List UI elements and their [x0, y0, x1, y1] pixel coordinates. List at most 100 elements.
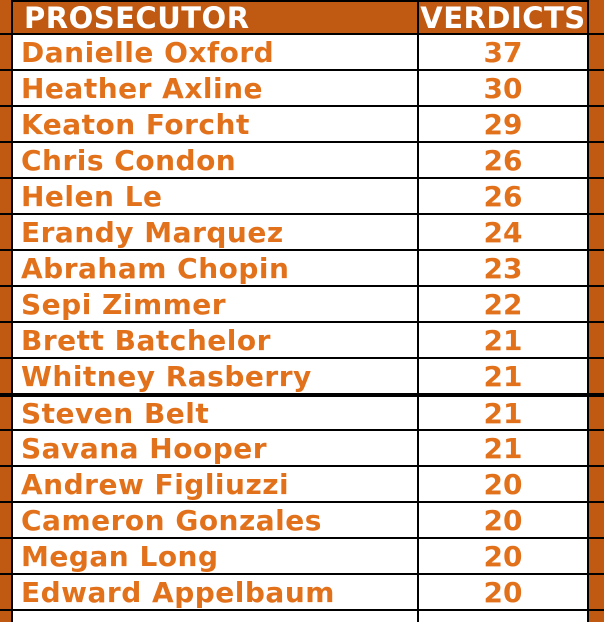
right-margin-strip: [587, 251, 604, 285]
left-margin-strip: [0, 359, 11, 393]
table-row: Savana Hooper 21: [0, 431, 604, 467]
verdicts-cell: 22: [417, 287, 587, 321]
prosecutor-name-cell: Whitney Rasberry: [11, 359, 417, 393]
left-margin-strip: [0, 179, 11, 213]
prosecutor-name-cell: Erandy Marquez: [11, 215, 417, 249]
verdicts-cell: 21: [417, 323, 587, 357]
table-row: Heather Axline 30: [0, 71, 604, 107]
left-margin-strip: [0, 107, 11, 141]
prosecutor-name-cell: Edward Appelbaum: [11, 575, 417, 609]
verdicts-cell: 26: [417, 143, 587, 177]
left-margin-strip: [0, 251, 11, 285]
right-margin-strip: [587, 0, 604, 33]
left-margin-strip: [0, 431, 11, 465]
prosecutor-name-cell: Cameron Gonzales: [11, 503, 417, 537]
prosecutor-name: Keaton Forcht: [21, 107, 250, 141]
prosecutor-name-cell: Chris Condon: [11, 143, 417, 177]
left-margin-strip: [0, 215, 11, 249]
prosecutor-name: Danielle Oxford: [21, 35, 275, 69]
table-row: Andrew Figliuzzi 20: [0, 467, 604, 503]
right-margin-strip: [587, 503, 604, 537]
right-margin-strip: [587, 71, 604, 105]
verdict-value: 20: [483, 467, 523, 501]
left-margin-strip: [0, 503, 11, 537]
verdict-value: 26: [483, 143, 523, 177]
prosecutor-column-header: PROSECUTOR: [24, 0, 250, 33]
right-margin-strip: [587, 143, 604, 177]
verdict-value: 20: [483, 539, 523, 573]
verdicts-cell: 30: [417, 71, 587, 105]
prosecutor-name-cell: Megan Long: [11, 539, 417, 573]
verdicts-header-cell: VERDICTS: [417, 0, 587, 33]
right-margin-strip: [587, 107, 604, 141]
prosecutor-name: Cameron Gonzales: [21, 503, 322, 537]
verdict-value: 21: [483, 431, 523, 465]
verdicts-cell: 20: [417, 575, 587, 609]
right-margin-strip: [587, 287, 604, 321]
left-margin-strip: [0, 397, 11, 429]
right-margin-strip: [587, 611, 604, 622]
right-margin-strip: [587, 323, 604, 357]
verdict-value: 22: [483, 287, 523, 321]
table-row: Edward Appelbaum 20: [0, 575, 604, 611]
prosecutor-name: Heather Axline: [21, 71, 264, 105]
verdict-value: 30: [483, 71, 523, 105]
table-row: Sepi Zimmer 22: [0, 287, 604, 323]
verdicts-cell: 24: [417, 215, 587, 249]
verdicts-cell: 29: [417, 107, 587, 141]
left-margin-strip: [0, 539, 11, 573]
prosecutor-name: Steven Belt: [21, 397, 210, 429]
left-margin-strip: [0, 611, 11, 622]
verdict-value: 21: [483, 359, 523, 393]
verdicts-cell: 23: [417, 251, 587, 285]
left-margin-strip: [0, 35, 11, 69]
table-row: Abraham Chopin 23: [0, 251, 604, 287]
table-row: Danielle Oxford 37: [0, 35, 604, 71]
table-row: Chris Condon 26: [0, 143, 604, 179]
prosecutor-name: Whitney Rasberry: [21, 359, 312, 393]
left-margin-strip: [0, 323, 11, 357]
right-margin-strip: [587, 35, 604, 69]
prosecutor-header-cell: PROSECUTOR: [11, 0, 417, 33]
verdicts-cell: 20: [417, 467, 587, 501]
right-margin-strip: [587, 467, 604, 501]
prosecutor-name-cell: Brett Batchelor: [11, 323, 417, 357]
right-margin-strip: [587, 539, 604, 573]
right-margin-strip: [587, 575, 604, 609]
verdicts-cell: 26: [417, 179, 587, 213]
verdicts-cell: 37: [417, 35, 587, 69]
prosecutor-name: Erandy Marquez: [21, 215, 284, 249]
table-row: Erandy Marquez 24: [0, 215, 604, 251]
table-row: Whitney Rasberry 21: [0, 359, 604, 395]
verdict-value: 21: [483, 397, 523, 429]
prosecutor-name: Brett Batchelor: [21, 323, 271, 357]
prosecutor-name-cell: Danielle Oxford: [11, 35, 417, 69]
verdict-value: 29: [483, 107, 523, 141]
prosecutor-name: Chris Condon: [21, 143, 237, 177]
prosecutor-name: Andrew Figliuzzi: [21, 467, 290, 501]
verdict-value: 23: [483, 251, 523, 285]
prosecutor-name: Sepi Zimmer: [21, 287, 227, 321]
prosecutor-name-cell: Abraham Chopin: [11, 251, 417, 285]
table-row: Cameron Gonzales 20: [0, 503, 604, 539]
prosecutor-name: Abraham Chopin: [21, 251, 290, 285]
left-margin-strip: [0, 467, 11, 501]
left-margin-strip: [0, 143, 11, 177]
verdicts-cell: 21: [417, 397, 587, 429]
prosecutor-name-cell: Helen Le: [11, 179, 417, 213]
left-margin-strip: [0, 71, 11, 105]
prosecutor-name-cell: Keaton Forcht: [11, 107, 417, 141]
verdicts-cell: 20: [417, 503, 587, 537]
verdicts-cell: 21: [417, 431, 587, 465]
verdict-value: 24: [483, 215, 523, 249]
verdicts-column-header: VERDICTS: [420, 0, 586, 33]
prosecutor-name: Megan Long: [21, 539, 219, 573]
right-margin-strip: [587, 397, 604, 429]
table-row: Steven Belt 21: [0, 395, 604, 431]
left-margin-strip: [0, 0, 11, 33]
verdicts-cell: 20: [417, 539, 587, 573]
verdict-value: 21: [483, 323, 523, 357]
right-margin-strip: [587, 215, 604, 249]
table-row: Megan Long 20: [0, 539, 604, 575]
